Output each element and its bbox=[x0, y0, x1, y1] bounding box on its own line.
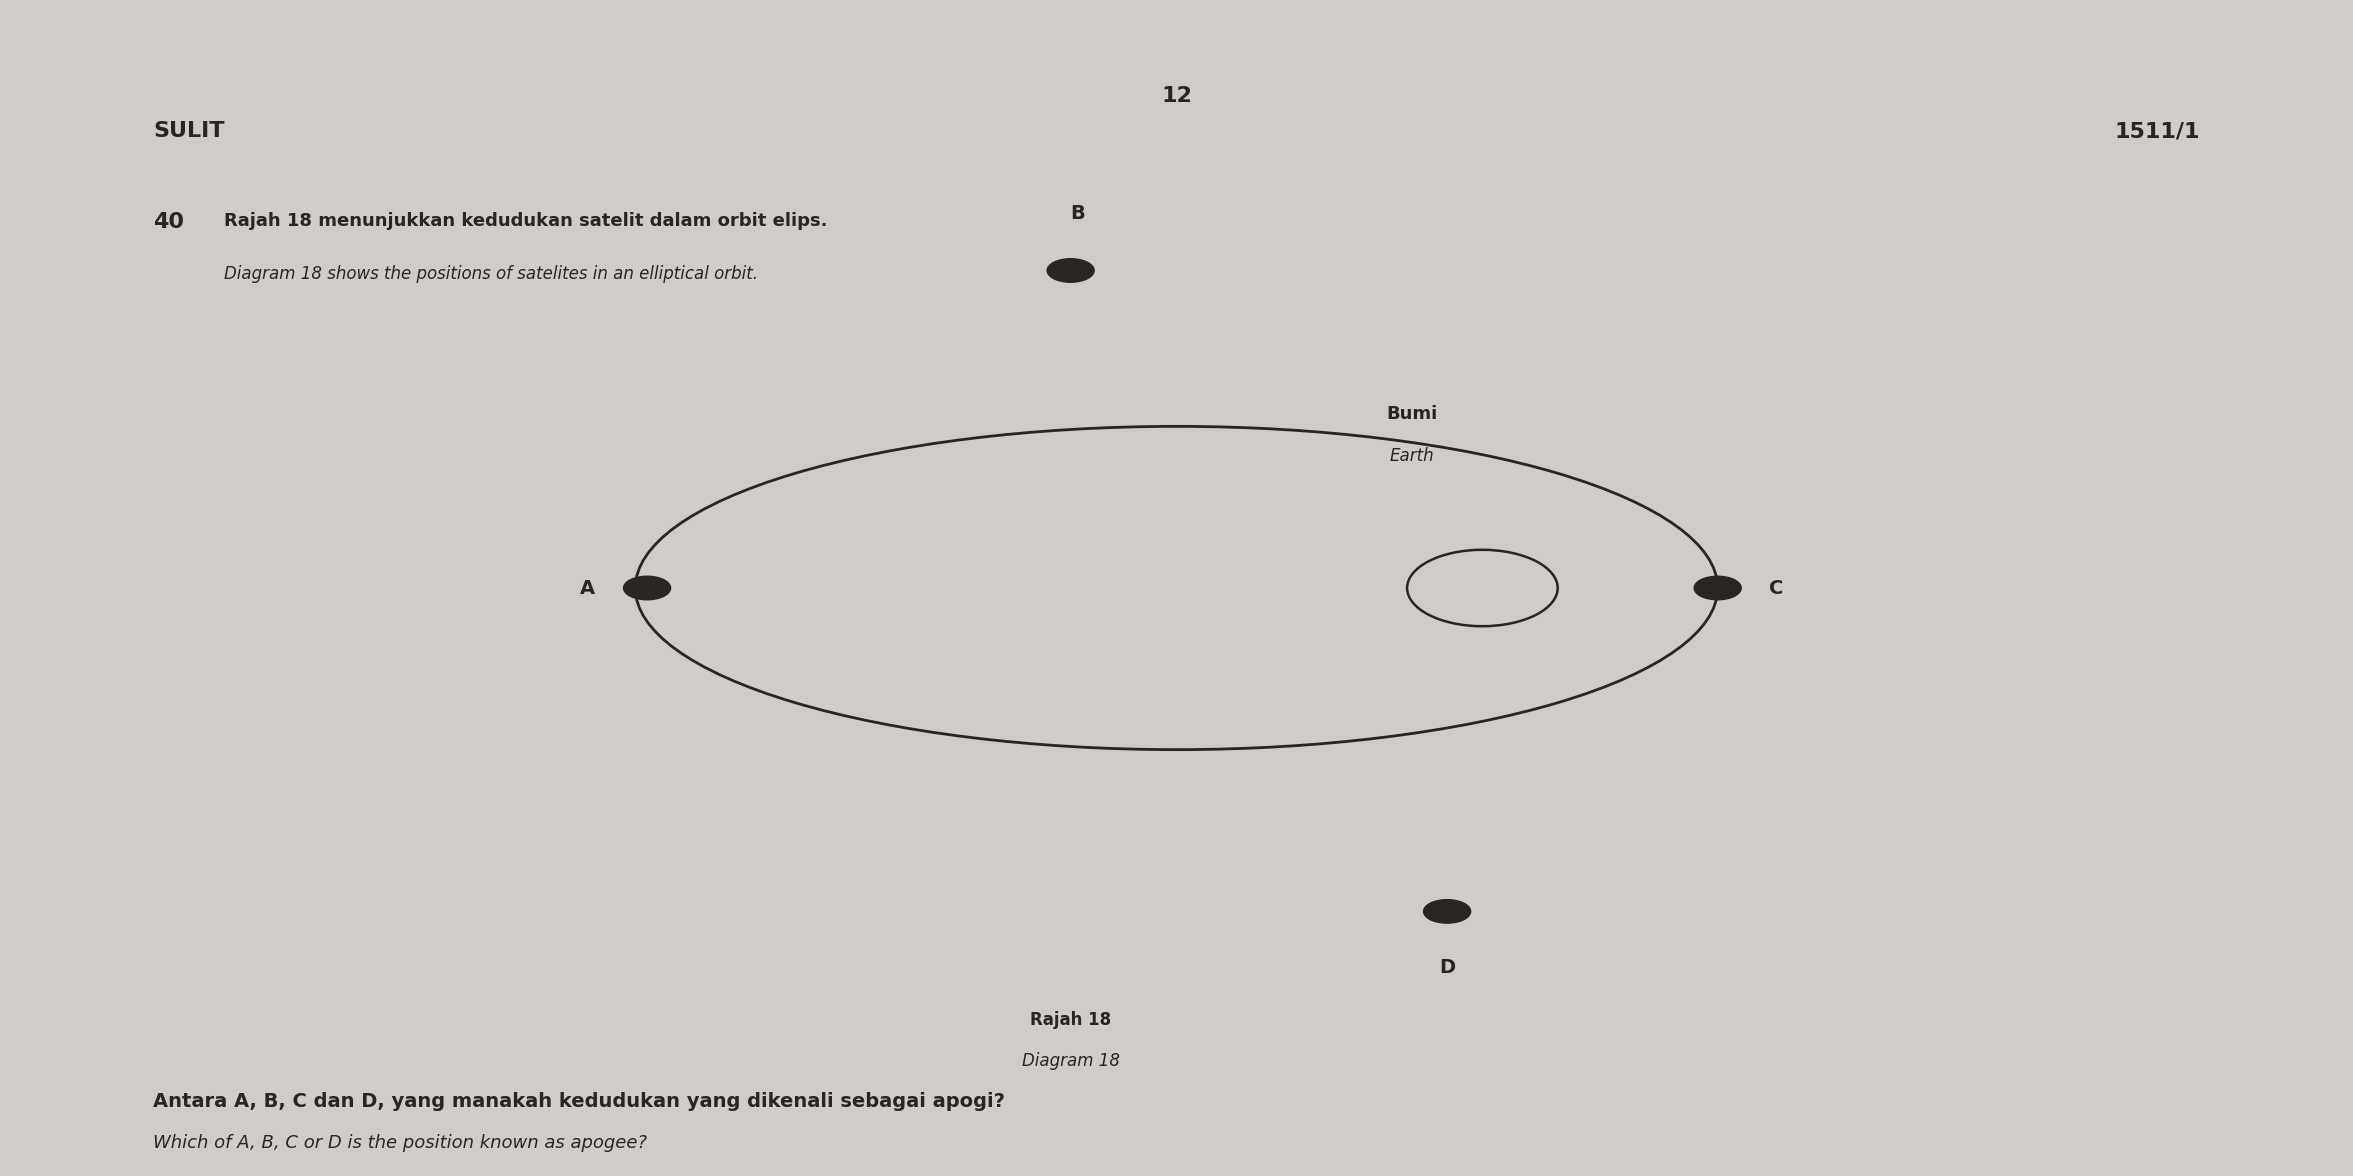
Ellipse shape bbox=[1047, 259, 1094, 282]
Text: D: D bbox=[1440, 958, 1454, 977]
Text: Bumi: Bumi bbox=[1386, 406, 1438, 423]
Ellipse shape bbox=[624, 576, 671, 600]
Text: 40: 40 bbox=[153, 212, 184, 232]
Text: Rajah 18: Rajah 18 bbox=[1031, 1011, 1111, 1029]
Text: C: C bbox=[1769, 579, 1784, 597]
Text: SULIT: SULIT bbox=[153, 121, 224, 141]
Text: Diagram 18 shows the positions of satelites in an elliptical orbit.: Diagram 18 shows the positions of sateli… bbox=[224, 265, 758, 282]
Ellipse shape bbox=[1424, 900, 1471, 923]
Text: A: A bbox=[581, 579, 595, 597]
Ellipse shape bbox=[1694, 576, 1741, 600]
Text: Antara A, B, C dan D, yang manakah kedudukan yang dikenali sebagai apogi?: Antara A, B, C dan D, yang manakah kedud… bbox=[153, 1093, 1005, 1111]
Text: Rajah 18 menunjukkan kedudukan satelit dalam orbit elips.: Rajah 18 menunjukkan kedudukan satelit d… bbox=[224, 212, 826, 229]
Text: Earth: Earth bbox=[1391, 447, 1433, 465]
Text: 1511/1: 1511/1 bbox=[2115, 121, 2200, 141]
Text: Diagram 18: Diagram 18 bbox=[1021, 1053, 1120, 1070]
Text: B: B bbox=[1071, 205, 1085, 223]
Text: 12: 12 bbox=[1160, 86, 1193, 106]
Text: Which of A, B, C or D is the position known as apogee?: Which of A, B, C or D is the position kn… bbox=[153, 1135, 647, 1152]
